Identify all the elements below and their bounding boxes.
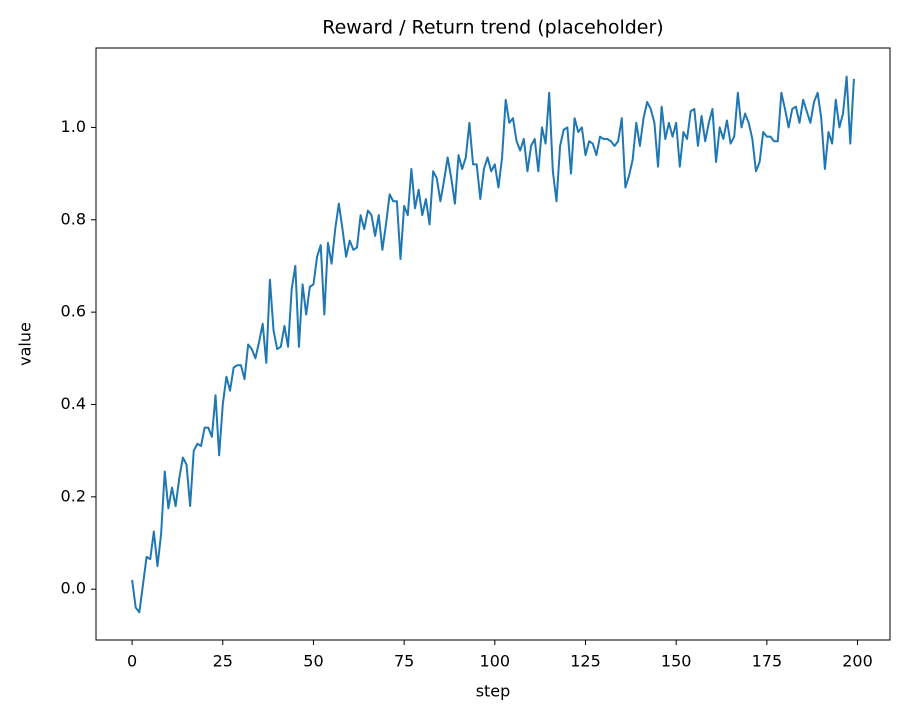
y-tick-label: 0.2: [61, 486, 86, 505]
y-tick-label: 0.8: [61, 209, 86, 228]
y-axis-label: value: [16, 322, 35, 366]
plot-frame: [95, 47, 891, 641]
x-tick-label: 75: [394, 652, 414, 671]
x-tick-label: 125: [570, 652, 601, 671]
x-tick-label: 175: [752, 652, 783, 671]
y-tick-label: 0.6: [61, 302, 86, 321]
y-tick-label: 0.4: [61, 394, 86, 413]
x-axis-label: step: [476, 682, 511, 701]
y-tick-label: 0.0: [61, 579, 86, 598]
chart-title: Reward / Return trend (placeholder): [322, 17, 663, 39]
x-tick-label: 100: [480, 652, 511, 671]
line-series: [131, 75, 855, 614]
x-tick-label: 25: [213, 652, 233, 671]
x-tick-label: 50: [303, 652, 323, 671]
x-tick-label: 150: [661, 652, 692, 671]
y-tick-label: 1.0: [61, 117, 86, 136]
x-tick-label: 0: [127, 652, 137, 671]
x-tick-label: 200: [842, 652, 873, 671]
